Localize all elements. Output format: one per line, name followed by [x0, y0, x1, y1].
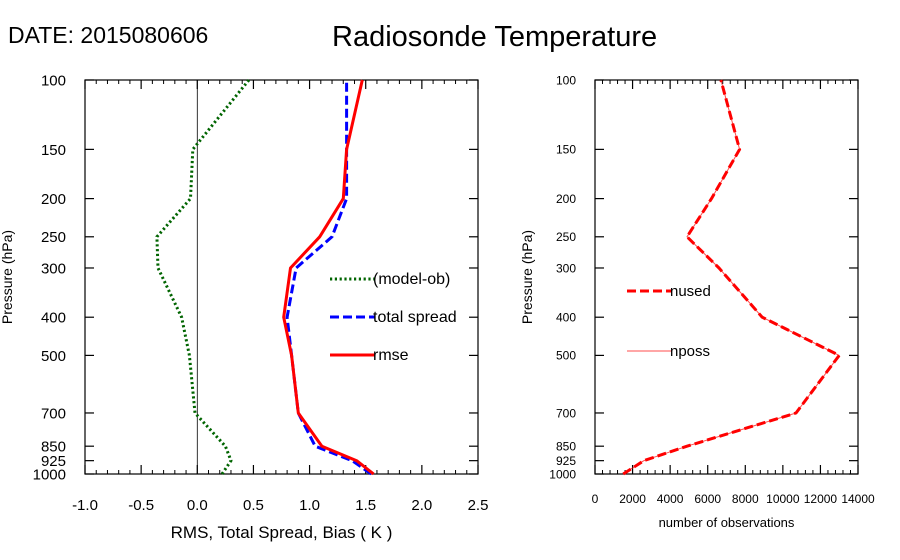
y-tick-label: 850 — [556, 440, 576, 454]
y-tick-label: 150 — [556, 143, 576, 157]
y-tick-label: 500 — [41, 348, 66, 365]
y-tick-label: 400 — [556, 311, 576, 325]
x-tick-label: 2.5 — [468, 497, 489, 514]
y-tick-label: 200 — [556, 192, 576, 206]
date-label: DATE: 2015080606 — [8, 22, 209, 48]
plot-frame — [594, 79, 859, 475]
x-tick-label: 1.5 — [355, 497, 376, 514]
x-tick-label: 0.5 — [243, 497, 264, 514]
x-axis-label: number of observations — [659, 515, 795, 530]
y-tick-label: 925 — [556, 454, 576, 468]
legend-label: nused — [670, 283, 711, 300]
y-tick-label: 850 — [41, 439, 66, 456]
x-tick-label: -1.0 — [72, 497, 98, 514]
y-tick-label: 1000 — [549, 467, 576, 481]
y-tick-label: 250 — [41, 229, 66, 246]
y-tick-label: 300 — [41, 260, 66, 277]
x-tick-label: 12000 — [804, 492, 838, 506]
y-tick-label: 100 — [556, 73, 576, 87]
x-tick-label: 1.0 — [299, 497, 320, 514]
x-tick-label: 4000 — [657, 492, 684, 506]
series-line-model-ob — [155, 79, 251, 475]
legend-label: total spread — [373, 309, 457, 326]
x-tick-label: 0.0 — [187, 497, 208, 514]
y-tick-label: 700 — [41, 405, 66, 422]
y-tick-label: 150 — [41, 142, 66, 159]
chart-panel-2: 0 2000 4000 6000 8000 10000 12000 14000 100 150 20… — [519, 73, 875, 530]
y-tick-label: 1000 — [33, 466, 66, 483]
x-tick-label: -0.5 — [128, 497, 154, 514]
chart-panel-1: -1.0 -0.5 0.0 0.5 1.0 1.5 2.0 2.5 100 150 200 250 30… — [0, 72, 488, 542]
series-line-total-spread — [285, 80, 373, 476]
x-tick-label: 8000 — [732, 492, 759, 506]
y-tick-label: 400 — [41, 310, 66, 327]
y-tick-label: 200 — [41, 191, 66, 208]
y-tick-label: 100 — [41, 72, 66, 89]
x-tick-label: 2000 — [619, 492, 646, 506]
series-line-nposs — [622, 79, 840, 475]
series-line-nused — [622, 79, 841, 476]
x-tick-label: 2.0 — [411, 497, 432, 514]
x-tick-label: 14000 — [841, 492, 875, 506]
series-line-rmse — [282, 79, 375, 476]
plot-frame — [84, 79, 479, 475]
x-axis-label: RMS, Total Spread, Bias ( K ) — [171, 523, 393, 542]
legend-label: rmse — [373, 347, 409, 364]
legend-label: (model-ob) — [373, 271, 450, 288]
y-axis-label: Pressure (hPa) — [0, 230, 15, 324]
y-tick-label: 500 — [556, 349, 576, 363]
y-axis-label: Pressure (hPa) — [519, 230, 535, 324]
x-tick-label: 6000 — [694, 492, 721, 506]
y-tick-label: 700 — [556, 406, 576, 420]
legend-label: nposs — [670, 343, 710, 360]
x-tick-label: 0 — [592, 492, 599, 506]
y-tick-label: 300 — [556, 261, 576, 275]
chart-title: Radiosonde Temperature — [332, 21, 658, 53]
y-tick-label: 250 — [556, 230, 576, 244]
x-tick-label: 10000 — [766, 492, 800, 506]
y-tick-label: 925 — [41, 453, 66, 470]
